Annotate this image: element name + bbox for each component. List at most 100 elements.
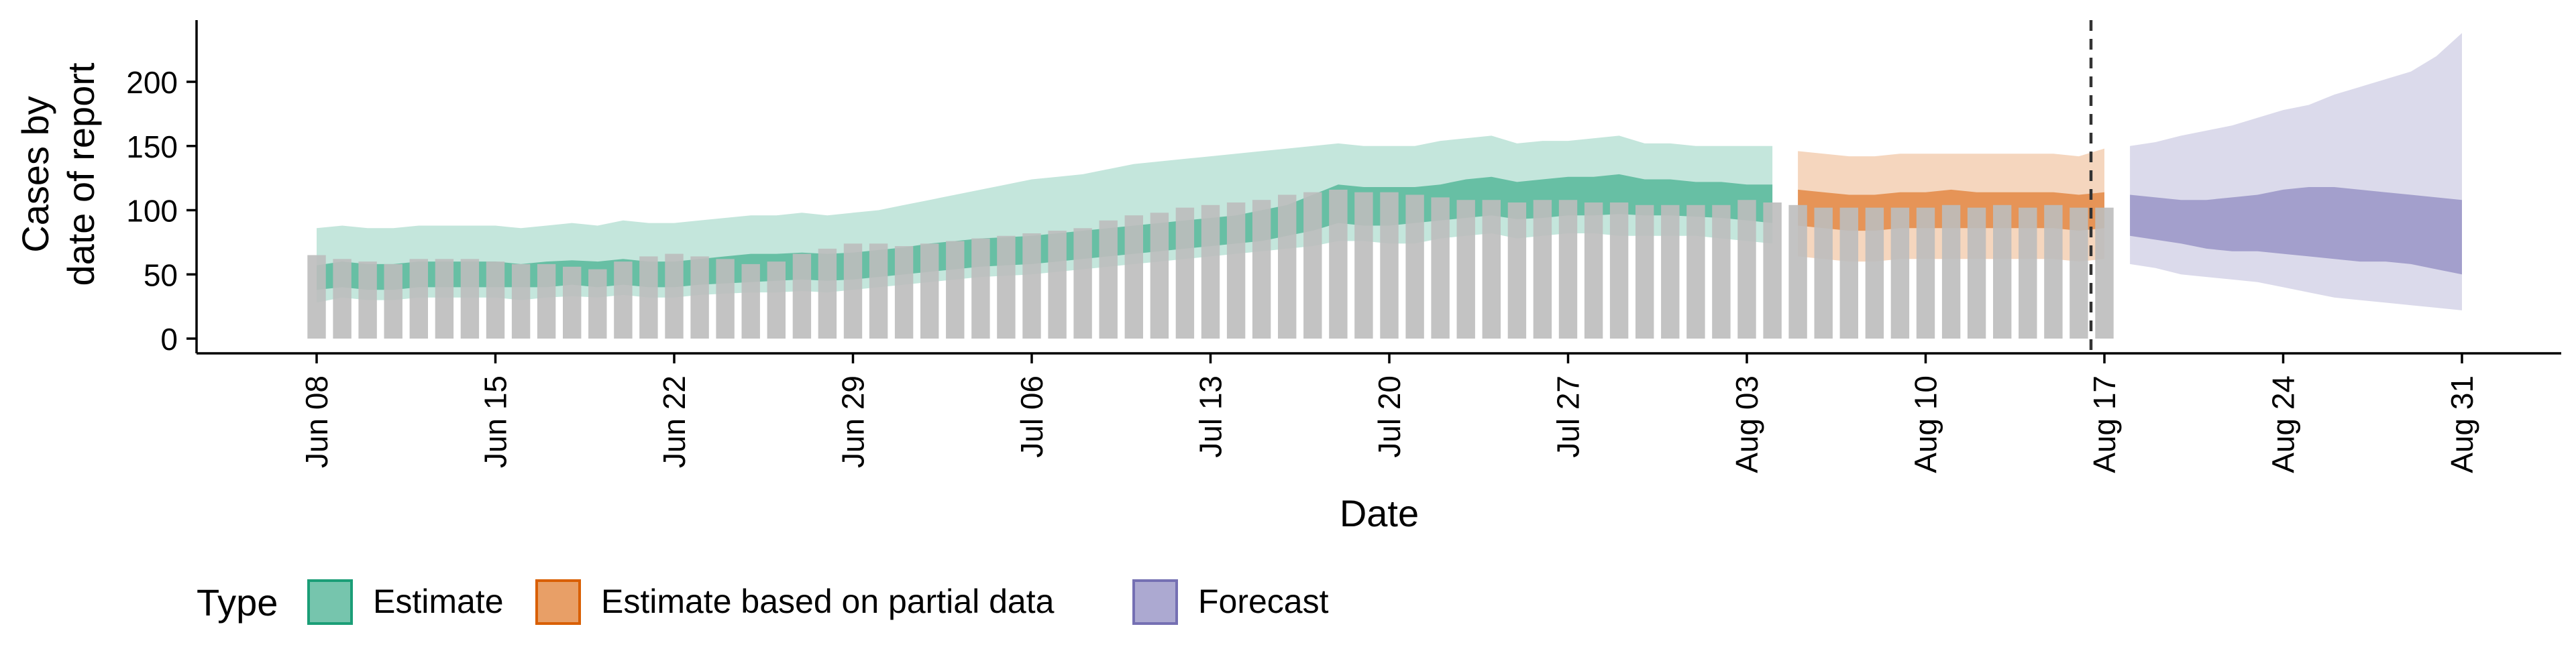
x-tick-label: Jun 22 <box>657 375 692 468</box>
bar <box>1175 207 1195 339</box>
x-tick-label: Jul 13 <box>1193 375 1228 458</box>
bar <box>1661 204 1680 339</box>
y-tick-label: 150 <box>126 129 178 164</box>
bar <box>1967 207 1986 339</box>
bar <box>1839 207 1858 339</box>
bar <box>1558 200 1578 339</box>
y-axis-label-line-2: date of report <box>60 62 102 286</box>
bar <box>1814 207 1833 339</box>
bar <box>1890 207 1910 339</box>
legend-title: Type <box>197 581 278 624</box>
bar <box>1635 204 1654 339</box>
bar <box>1405 194 1424 339</box>
bar <box>997 235 1016 339</box>
bar <box>2095 207 2114 339</box>
bar <box>1737 200 1756 339</box>
bar <box>486 261 505 339</box>
bar <box>1252 200 1271 339</box>
legend-label-partial: Estimate based on partial data <box>601 583 1055 620</box>
x-ticks: Jun 08 Jun 15 Jun 22 Jun 29 Jul 06 Jul 13 Jul … <box>299 353 2479 473</box>
bar <box>818 248 837 339</box>
bar <box>1201 204 1220 339</box>
bar <box>614 261 633 339</box>
bar <box>1150 213 1169 339</box>
legend-key-forecast <box>1132 579 1178 625</box>
bar <box>1584 202 1603 339</box>
bar <box>1686 204 1705 339</box>
bar <box>792 253 812 339</box>
bar <box>333 259 352 339</box>
bar <box>460 259 480 339</box>
bar <box>1865 207 1884 339</box>
x-tick-label: Aug 03 <box>1729 375 1764 473</box>
bar <box>1354 192 1373 339</box>
y-axis-label-line-1: Cases by <box>14 96 56 252</box>
x-tick-label: Aug 24 <box>2266 375 2301 473</box>
bar <box>767 261 786 339</box>
bar <box>435 259 454 339</box>
legend-key-estimate <box>307 579 353 625</box>
bar <box>1533 200 1552 339</box>
axes <box>195 20 2561 355</box>
bar <box>1380 192 1399 339</box>
x-tick-label: Aug 17 <box>2087 375 2122 473</box>
bar <box>920 243 939 339</box>
bar <box>2044 204 2063 339</box>
bar <box>1993 204 2012 339</box>
x-tick-label: Jul 27 <box>1551 375 1586 458</box>
forecast-band-90 <box>2130 33 2462 310</box>
bar <box>1456 200 1475 339</box>
x-tick-label: Aug 10 <box>1909 375 1943 473</box>
bar <box>1226 202 1246 339</box>
bar <box>307 255 326 339</box>
legend: Type Estimate Estimate based on partial d… <box>197 579 1329 625</box>
y-tick-label: 0 <box>160 322 178 357</box>
bar <box>384 263 402 339</box>
x-tick-label: Jul 06 <box>1014 375 1049 458</box>
bar <box>1788 204 1807 339</box>
bar <box>894 246 914 339</box>
bar <box>1507 202 1527 339</box>
bar <box>1609 202 1629 339</box>
y-tick-label: 200 <box>126 65 178 100</box>
x-tick-label: Jun 08 <box>299 375 334 468</box>
x-tick-label: Jun 29 <box>836 375 871 468</box>
bar <box>588 269 607 339</box>
reported-cases-bars <box>307 189 2114 339</box>
legend-label-forecast: Forecast <box>1198 583 1329 620</box>
bar <box>665 253 684 339</box>
legend-key-partial <box>535 579 581 625</box>
x-tick-label: Aug 31 <box>2445 375 2479 473</box>
bar <box>690 256 709 339</box>
bar <box>409 259 428 339</box>
bar <box>537 263 556 339</box>
bar <box>869 243 888 339</box>
bar <box>1329 189 1348 339</box>
bar <box>511 263 531 339</box>
bar <box>1048 231 1067 339</box>
bar <box>1303 192 1322 339</box>
bar <box>1278 194 1297 339</box>
x-tick-label: Jul 20 <box>1372 375 1407 458</box>
bar <box>1916 207 1935 339</box>
bar <box>1482 200 1501 339</box>
bar <box>1941 204 1961 339</box>
bar <box>2070 207 2088 339</box>
legend-label-estimate: Estimate <box>373 583 504 620</box>
bar <box>946 241 965 339</box>
bar <box>741 263 760 339</box>
y-tick-label: 100 <box>126 194 178 229</box>
bar <box>1712 204 1731 339</box>
bar <box>1431 197 1450 339</box>
bar <box>716 259 735 339</box>
bar <box>1099 220 1118 339</box>
x-tick-label: Jun 15 <box>478 375 513 468</box>
bar <box>1763 202 1782 339</box>
y-ticks: 0 50 100 150 200 <box>126 65 197 357</box>
bar <box>1124 215 1143 339</box>
y-tick-label: 50 <box>144 257 178 292</box>
bar <box>358 261 377 339</box>
bar <box>843 243 863 339</box>
